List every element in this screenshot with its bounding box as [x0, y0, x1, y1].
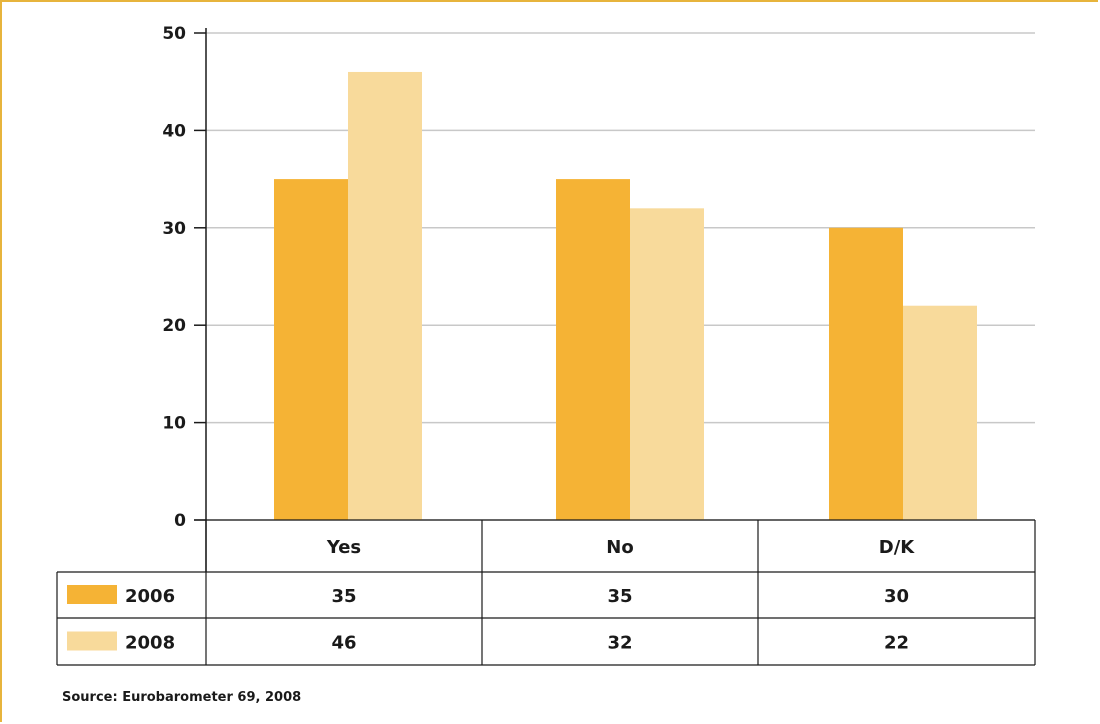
source-note: Source: Eurobarometer 69, 2008 [62, 690, 302, 705]
table-cell-value: 22 [884, 633, 909, 654]
legend-label: 2008 [125, 633, 175, 654]
legend-label: 2006 [125, 586, 175, 607]
y-tick-label: 30 [162, 219, 186, 239]
bar-2008-dk [903, 305, 977, 520]
category-label: No [606, 537, 633, 558]
legend-swatch [67, 631, 117, 651]
y-tick-label: 50 [162, 24, 186, 44]
y-tick-label: 20 [162, 316, 186, 336]
y-tick-label: 40 [162, 121, 186, 141]
table-cell-value: 32 [607, 633, 632, 654]
bar-2006-no [556, 179, 630, 520]
legend-swatch [67, 585, 117, 604]
y-tick-label: 10 [162, 414, 186, 434]
bar-2006-yes [274, 179, 348, 520]
category-label: D/K [879, 537, 916, 558]
bar-2008-yes [348, 71, 422, 521]
table-cell-value: 30 [884, 586, 909, 607]
bar-2008-no [630, 208, 704, 520]
table-cell-value: 35 [331, 586, 356, 607]
y-tick-label: 0 [174, 511, 186, 531]
bar-2006-dk [829, 227, 903, 521]
table-cell-value: 35 [607, 586, 632, 607]
category-label: Yes [326, 537, 361, 558]
table-cell-value: 46 [331, 633, 356, 654]
